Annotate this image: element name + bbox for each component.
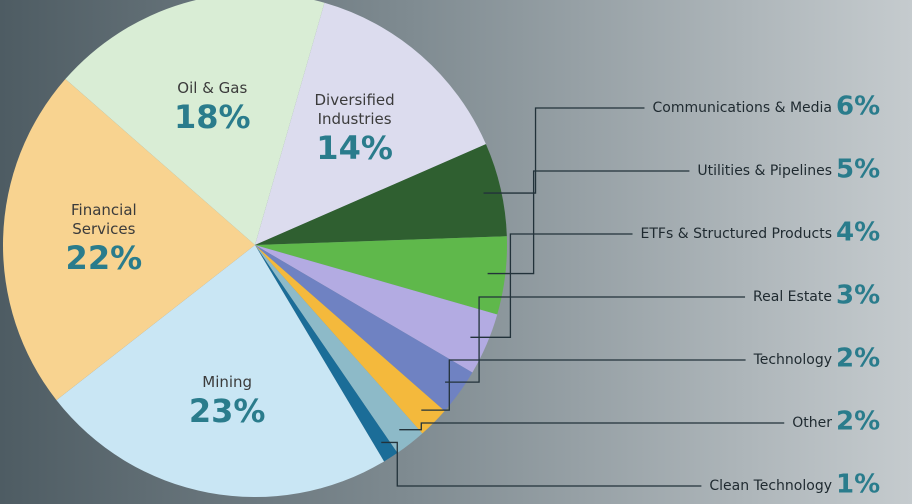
legend-label: Communications & Media xyxy=(652,100,832,116)
legend-value: 4% xyxy=(836,217,881,248)
slice-value: 23% xyxy=(188,391,266,430)
leader-line xyxy=(470,233,633,338)
legend-label: Other xyxy=(792,415,832,431)
slice-value: 22% xyxy=(65,238,143,277)
slice-label: Mining xyxy=(202,372,253,391)
legend-value: 3% xyxy=(836,280,881,311)
leader-line xyxy=(483,107,645,194)
pie-slice xyxy=(255,245,498,373)
leader-line xyxy=(381,441,702,487)
slice-value: 18% xyxy=(174,97,251,136)
slice-value: 14% xyxy=(316,129,393,168)
slice-label: Financial Services xyxy=(71,200,137,238)
pie-slice xyxy=(255,144,507,245)
leader-line xyxy=(487,170,690,275)
slice-label: Oil & Gas xyxy=(177,78,248,97)
pie-slice xyxy=(255,2,486,245)
pie-slice xyxy=(255,245,473,411)
pie-slice xyxy=(65,0,325,245)
pie-slice xyxy=(56,245,385,498)
legend-label: ETFs & Structured Products xyxy=(640,226,832,242)
pie-slice xyxy=(255,245,445,434)
slice-label: Diversified Industries xyxy=(314,91,395,129)
leader-line xyxy=(445,296,746,383)
legend-label: Real Estate xyxy=(753,289,832,305)
legend-value: 6% xyxy=(836,91,881,122)
legend-label: Utilities & Pipelines xyxy=(697,163,832,179)
pie-slice xyxy=(2,79,256,401)
leader-line xyxy=(421,359,746,411)
pie-slice xyxy=(255,245,398,462)
legend-value: 2% xyxy=(836,343,881,374)
legend-value: 1% xyxy=(836,469,881,500)
pie-slice xyxy=(255,236,508,315)
legend-value: 2% xyxy=(836,406,881,437)
legend-value: 5% xyxy=(836,154,881,185)
pie-slice xyxy=(255,245,423,453)
legend-label: Clean Technology xyxy=(709,478,832,494)
leader-line xyxy=(399,422,785,431)
legend-label: Technology xyxy=(753,352,832,368)
